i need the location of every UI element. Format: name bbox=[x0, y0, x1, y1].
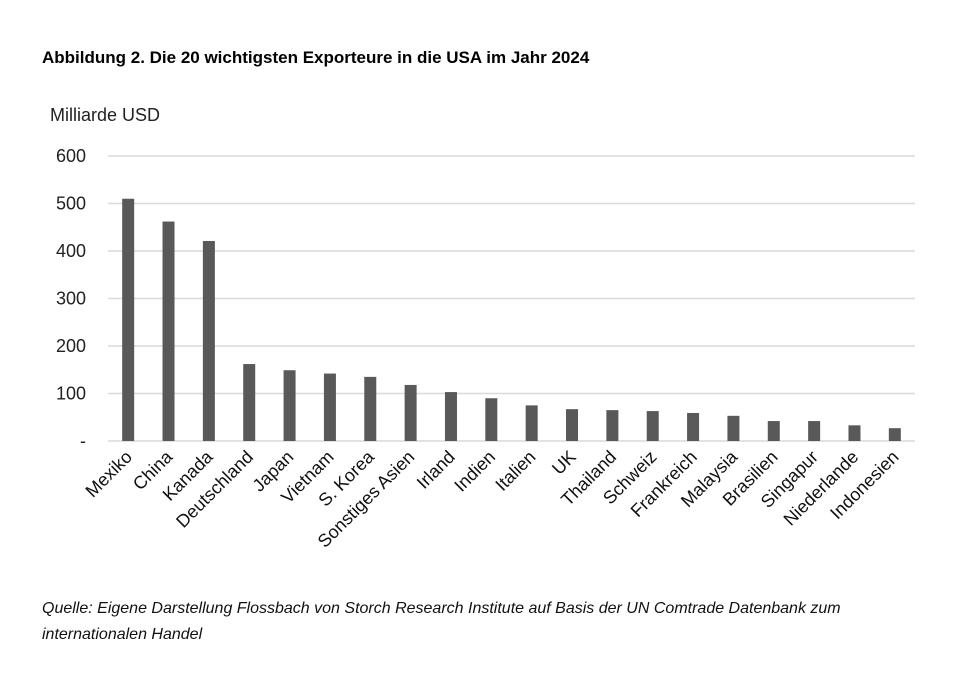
bar-s-korea bbox=[364, 376, 377, 441]
x-axis-labels: MexikoChinaKanadaDeutschlandJapanVietnam… bbox=[82, 446, 903, 551]
bar-italien bbox=[525, 405, 538, 441]
bars bbox=[122, 198, 901, 441]
bar-indien bbox=[485, 398, 498, 441]
bar-brasilien bbox=[767, 421, 780, 441]
x-tick-label: Indien bbox=[450, 447, 499, 496]
bar-irland bbox=[444, 392, 457, 441]
y-tick-label: 100 bbox=[56, 384, 86, 404]
bar-malaysia bbox=[727, 415, 740, 441]
bar-kanada bbox=[202, 241, 215, 441]
source-note: Quelle: Eigene Darstellung Flossbach von… bbox=[42, 600, 841, 643]
bar-deutschland bbox=[243, 364, 256, 441]
bar-indonesien bbox=[888, 428, 901, 441]
chart-title: Abbildung 2. Die 20 wichtigsten Exporteu… bbox=[42, 48, 590, 67]
bar-vietnam bbox=[323, 373, 336, 441]
y-axis-ticks: - 100 200 300 400 500 600 bbox=[56, 146, 86, 451]
bar-singapur bbox=[808, 421, 821, 441]
bar-schweiz bbox=[646, 411, 659, 441]
bar-china bbox=[162, 221, 175, 441]
y-tick-label: - bbox=[80, 431, 86, 451]
gridlines bbox=[108, 155, 915, 442]
x-tick-label: UK bbox=[548, 447, 580, 479]
bar-frankreich bbox=[687, 412, 700, 441]
bar-niederlande bbox=[848, 425, 861, 441]
x-tick-label: Italien bbox=[491, 447, 539, 495]
bar-mexiko bbox=[122, 198, 135, 441]
y-tick-label: 300 bbox=[56, 289, 86, 309]
y-axis-label: Milliarde USD bbox=[50, 105, 161, 125]
bar-uk bbox=[566, 409, 579, 441]
x-tick-label: Mexiko bbox=[82, 447, 136, 501]
y-tick-label: 400 bbox=[56, 241, 86, 261]
bar-japan bbox=[283, 370, 296, 441]
x-tick-label: Irland bbox=[413, 447, 459, 493]
y-tick-label: 200 bbox=[56, 336, 86, 356]
bar-sonstiges-asien bbox=[404, 384, 417, 441]
bar-thailand bbox=[606, 410, 619, 441]
y-tick-label: 500 bbox=[56, 194, 86, 214]
y-tick-label: 600 bbox=[56, 146, 86, 166]
